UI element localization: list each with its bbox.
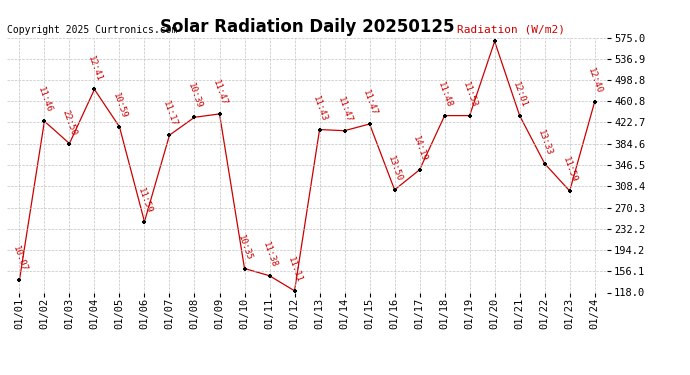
Point	[139, 219, 150, 225]
Point	[64, 141, 75, 147]
Point	[539, 160, 550, 166]
Text: 11:46: 11:46	[36, 86, 53, 114]
Point	[514, 112, 525, 118]
Point	[14, 277, 25, 283]
Text: 22:50: 22:50	[61, 108, 78, 136]
Point	[389, 187, 400, 193]
Text: 11:48: 11:48	[436, 80, 453, 109]
Text: 11:43: 11:43	[310, 94, 328, 123]
Text: Radiation (W/m2): Radiation (W/m2)	[457, 25, 565, 35]
Point	[364, 121, 375, 127]
Point	[214, 111, 225, 117]
Point	[164, 132, 175, 138]
Point	[339, 128, 350, 134]
Point	[189, 114, 200, 120]
Text: 10:59: 10:59	[110, 92, 128, 120]
Point	[489, 38, 500, 44]
Text: 10:39: 10:39	[186, 82, 204, 110]
Text: 13:33: 13:33	[536, 128, 553, 157]
Point	[589, 99, 600, 105]
Text: 11:47: 11:47	[210, 79, 228, 107]
Text: 11:47: 11:47	[361, 89, 378, 117]
Title: Solar Radiation Daily 20250125: Solar Radiation Daily 20250125	[160, 18, 454, 36]
Point	[39, 118, 50, 124]
Text: 11:11: 11:11	[286, 255, 304, 284]
Point	[564, 188, 575, 194]
Text: 12:40: 12:40	[586, 66, 604, 95]
Text: 13:50: 13:50	[386, 154, 404, 183]
Point	[289, 288, 300, 294]
Text: 11:38: 11:38	[261, 240, 278, 269]
Point	[114, 124, 125, 130]
Text: 11:17: 11:17	[161, 100, 178, 128]
Point	[414, 167, 425, 173]
Text: 11:53: 11:53	[461, 80, 478, 109]
Text: 10:35: 10:35	[236, 233, 253, 261]
Point	[464, 112, 475, 118]
Text: Copyright 2025 Curtronics.com: Copyright 2025 Curtronics.com	[7, 25, 177, 35]
Text: 11:59: 11:59	[136, 186, 153, 215]
Point	[439, 112, 450, 118]
Point	[264, 273, 275, 279]
Text: 11:47: 11:47	[336, 95, 353, 124]
Text: 11:59: 11:59	[561, 156, 578, 184]
Point	[239, 266, 250, 272]
Point	[314, 127, 325, 133]
Text: 12:01: 12:01	[511, 80, 529, 109]
Text: 10:07: 10:07	[10, 245, 28, 273]
Point	[89, 86, 100, 92]
Text: 12:41: 12:41	[86, 54, 104, 82]
Text: 14:19: 14:19	[411, 135, 428, 163]
